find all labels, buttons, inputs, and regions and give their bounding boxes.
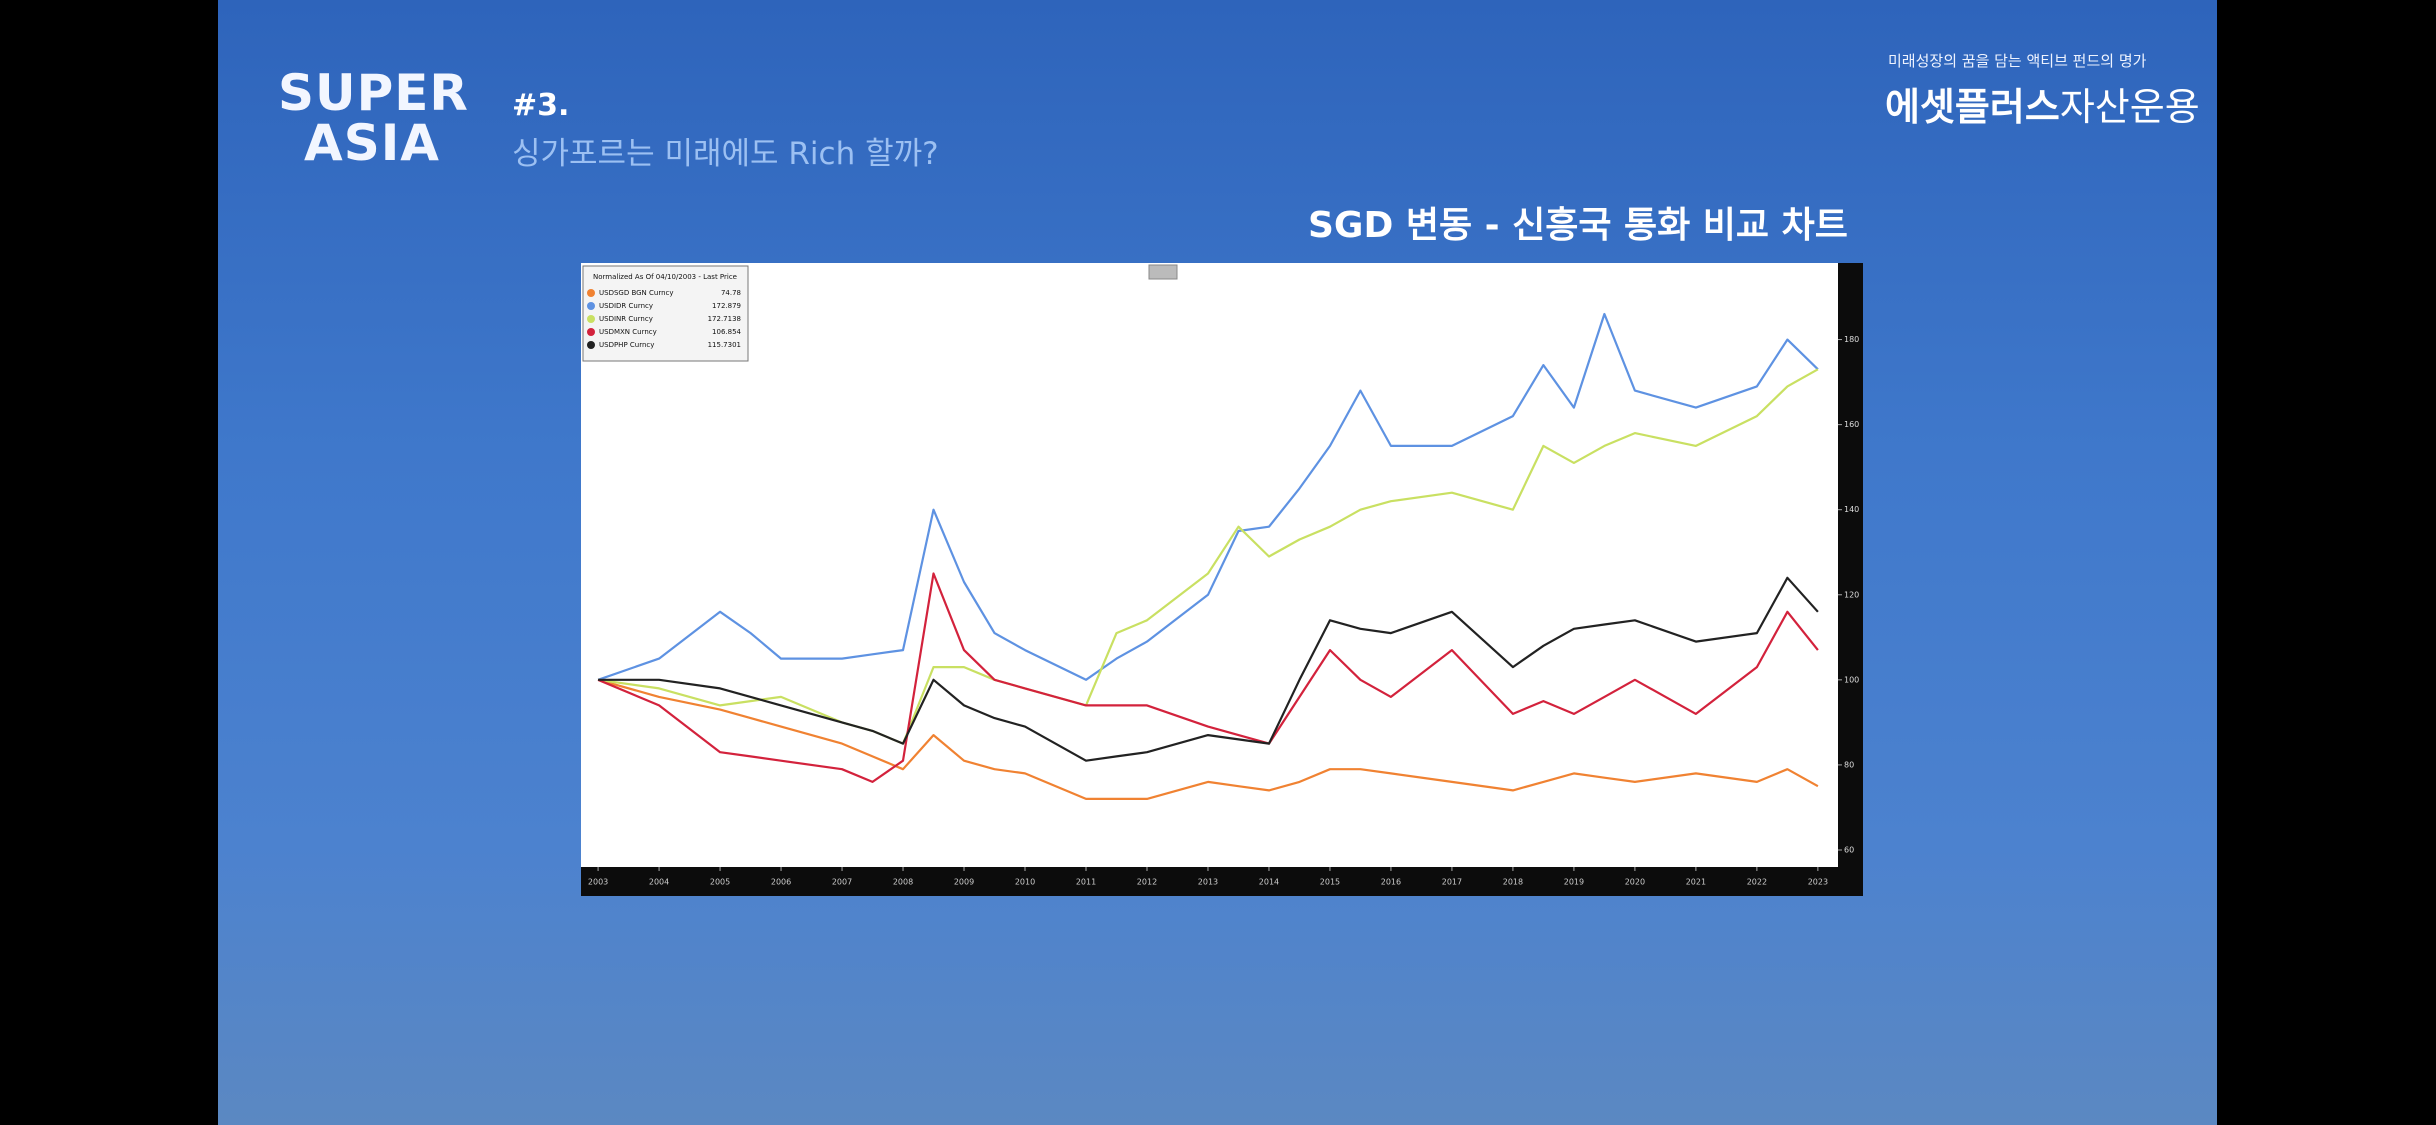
line-series bbox=[597, 678, 1819, 800]
tagline: 미래성장의 꿈을 담는 액티브 펀드의 명가 bbox=[1888, 52, 2147, 70]
x-tick-label: 2012 bbox=[1137, 878, 1157, 887]
x-tick-label: 2005 bbox=[710, 878, 730, 887]
y-axis-strip bbox=[1838, 263, 1863, 896]
x-tick-label: 2004 bbox=[649, 878, 669, 887]
legend-value: 172.7138 bbox=[708, 315, 741, 323]
x-tick-label: 2018 bbox=[1503, 878, 1523, 887]
x-tick-label: 2015 bbox=[1320, 878, 1340, 887]
legend-marker bbox=[587, 289, 595, 297]
legend-value: 172.879 bbox=[712, 302, 741, 310]
legend-value: 74.78 bbox=[721, 289, 741, 297]
y-tick-label: 120 bbox=[1844, 590, 1859, 599]
x-tick-label: 2008 bbox=[893, 878, 913, 887]
y-tick-label: 140 bbox=[1844, 505, 1859, 514]
y-tick-label: 60 bbox=[1844, 845, 1854, 854]
x-tick-label: 2003 bbox=[588, 878, 608, 887]
x-tick-label: 2009 bbox=[954, 878, 974, 887]
x-tick-label: 2021 bbox=[1686, 878, 1706, 887]
legend-marker bbox=[587, 302, 595, 310]
x-tick-label: 2011 bbox=[1076, 878, 1096, 887]
y-tick-label: 160 bbox=[1844, 420, 1859, 429]
line-series bbox=[598, 576, 1819, 762]
brand: 에셋플러스자산운용 bbox=[1885, 76, 2200, 131]
x-tick-label: 2006 bbox=[771, 878, 791, 887]
video-frame: SUPER ASIA #3. 싱가포르는 미래에도 Rich 할까? 미래성장의… bbox=[218, 0, 2217, 1125]
x-tick-label: 2007 bbox=[832, 878, 852, 887]
subtitle: 싱가포르는 미래에도 Rich 할까? bbox=[512, 136, 939, 172]
x-tick-label: 2016 bbox=[1381, 878, 1401, 887]
legend-marker bbox=[587, 341, 595, 349]
legend: Normalized As Of 04/10/2003 - Last Price… bbox=[582, 265, 749, 362]
chart: 60 80 100 120 140 160 180 2003 2004 2005 2006 2007 2… bbox=[581, 263, 1863, 896]
x-axis-strip bbox=[581, 867, 1863, 896]
legend-box bbox=[582, 265, 749, 362]
plot-area bbox=[581, 263, 1838, 867]
legend-value: 106.854 bbox=[712, 328, 741, 336]
y-tick-label: 180 bbox=[1844, 335, 1859, 344]
brand-regular: 자산운용 bbox=[2059, 85, 2200, 129]
legend-label: USDMXN Curncy bbox=[599, 328, 657, 336]
scroll-tab bbox=[1148, 264, 1178, 280]
legend-marker bbox=[587, 328, 595, 336]
legend-label: USDSGD BGN Curncy bbox=[599, 289, 674, 297]
line-series bbox=[597, 312, 1819, 681]
x-tick-label: 2010 bbox=[1015, 878, 1035, 887]
brand-bold: 에셋플러스 bbox=[1885, 85, 2060, 129]
logo-text: SUPER bbox=[278, 64, 469, 122]
y-tick-label: 100 bbox=[1844, 675, 1859, 684]
y-tick-label: 80 bbox=[1844, 760, 1854, 769]
episode: #3. bbox=[512, 88, 570, 123]
x-tick-label: 2013 bbox=[1198, 878, 1218, 887]
x-tick-label: 2023 bbox=[1808, 878, 1828, 887]
line-series bbox=[597, 572, 1819, 783]
x-tick-label: 2022 bbox=[1747, 878, 1767, 887]
legend-marker bbox=[587, 315, 595, 323]
chart-title: SGD 변동 - 신흥국 통화 비교 차트 bbox=[1308, 205, 1848, 246]
legend-title: Normalized As Of 04/10/2003 - Last Price bbox=[593, 273, 737, 281]
legend-value: 115.7301 bbox=[708, 341, 741, 349]
logo-text: ASIA bbox=[304, 114, 441, 172]
legend-label: USDPHP Curncy bbox=[599, 341, 654, 349]
x-tick-label: 2019 bbox=[1564, 878, 1584, 887]
x-tick-label: 2017 bbox=[1442, 878, 1462, 887]
x-tick-label: 2020 bbox=[1625, 878, 1645, 887]
legend-label: USDIDR Curncy bbox=[599, 302, 653, 310]
x-tick-label: 2014 bbox=[1259, 878, 1279, 887]
legend-label: USDINR Curncy bbox=[599, 315, 653, 323]
